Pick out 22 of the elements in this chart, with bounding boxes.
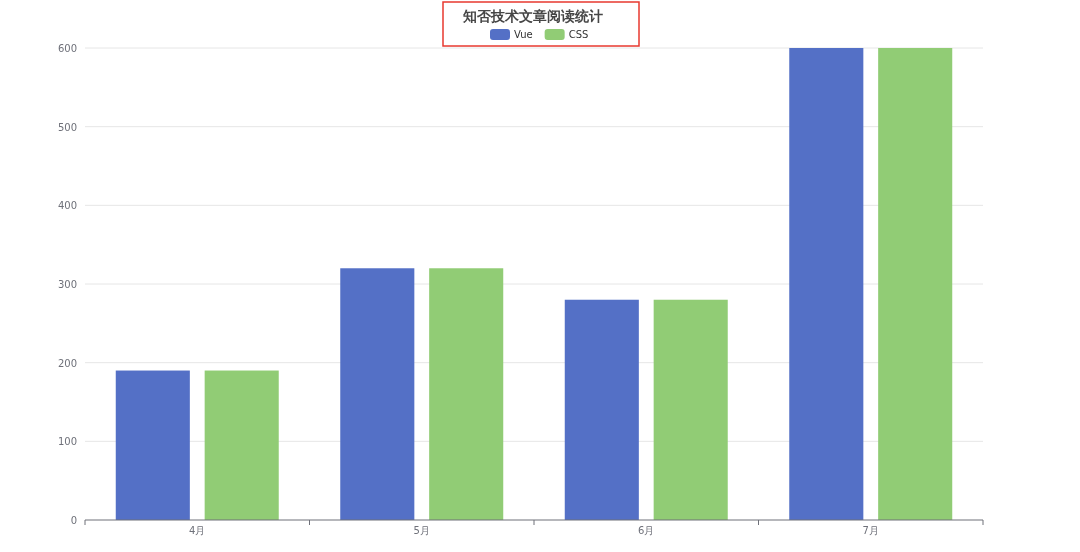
legend-label: Vue	[514, 29, 533, 40]
x-tick-label: 7月	[862, 525, 879, 536]
x-tick-label: 6月	[638, 525, 655, 536]
bar	[653, 299, 728, 520]
x-tick-label: 5月	[413, 525, 430, 536]
y-tick-label: 200	[57, 357, 77, 369]
bar	[429, 268, 504, 520]
bar	[340, 268, 415, 520]
bar	[204, 370, 279, 520]
y-tick-label: 0	[70, 515, 77, 526]
y-tick-label: 400	[57, 200, 77, 212]
y-tick-label: 500	[57, 121, 77, 133]
y-tick-label: 100	[57, 436, 77, 448]
bar	[878, 48, 953, 520]
y-tick-label: 300	[57, 279, 77, 290]
chart-title: 知否技术文章阅读统计	[462, 8, 603, 24]
legend-label: CSS	[568, 29, 589, 40]
x-tick-label: 4月	[189, 525, 206, 536]
bar	[564, 299, 639, 520]
bar	[789, 48, 864, 520]
y-tick-label: 600	[57, 43, 77, 54]
bar	[115, 370, 190, 520]
